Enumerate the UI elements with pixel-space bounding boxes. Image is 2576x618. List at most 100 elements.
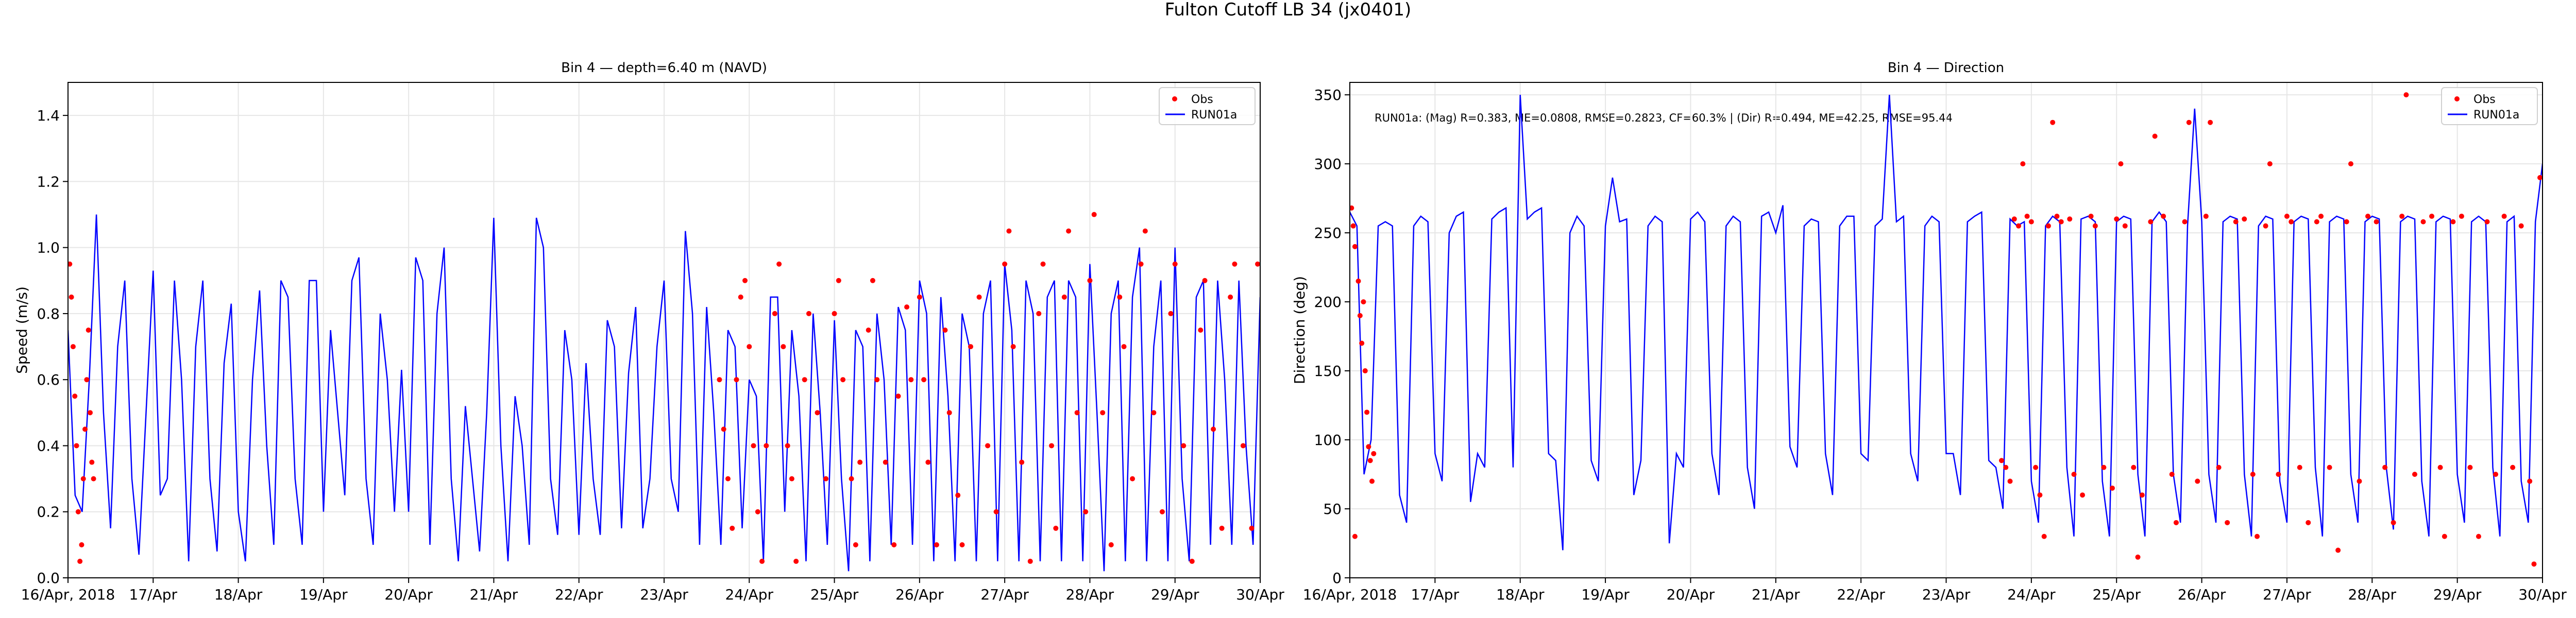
obs-point	[2011, 216, 2017, 222]
x-tick-label: 26/Apr	[895, 586, 944, 603]
obs-point	[1219, 525, 1225, 531]
obs-point	[2186, 119, 2192, 125]
x-tick-label: 29/Apr	[2433, 586, 2482, 603]
obs-point	[2195, 478, 2200, 484]
obs-point	[2242, 216, 2247, 222]
obs-point	[2391, 520, 2396, 525]
legend-obs-marker	[2454, 96, 2460, 101]
obs-point	[2297, 465, 2302, 470]
obs-point	[2203, 213, 2209, 219]
y-tick-label: 200	[1314, 294, 1342, 311]
obs-point	[2033, 465, 2039, 470]
obs-point	[772, 311, 777, 316]
direction-chart: Bin 4 — Direction Direction (deg) RUN01a…	[1291, 60, 2567, 603]
obs-point	[1366, 444, 1371, 450]
obs-point	[1040, 261, 1046, 267]
obs-point	[1091, 212, 1097, 217]
legend-obs-marker	[1172, 96, 1177, 101]
obs-point	[2118, 161, 2124, 167]
x-tick-label: 28/Apr	[2348, 586, 2397, 603]
obs-point	[2399, 213, 2405, 219]
axes-frame	[67, 82, 1261, 578]
obs-point	[2484, 219, 2490, 225]
obs-point	[802, 377, 807, 383]
obs-point	[2467, 465, 2473, 470]
obs-point	[721, 426, 726, 432]
obs-point	[70, 344, 76, 350]
obs-point	[908, 377, 914, 383]
obs-point	[1357, 313, 1363, 318]
obs-point	[68, 261, 73, 267]
obs-point	[917, 294, 922, 300]
obs-point	[1355, 278, 1361, 284]
obs-point	[946, 410, 952, 416]
x-tick-label: 30/Apr	[2518, 586, 2567, 603]
y-tick-label: 1.4	[37, 107, 60, 124]
obs-point	[1117, 294, 1123, 300]
obs-point	[2071, 472, 2077, 477]
x-tick-label: 23/Apr	[640, 586, 688, 603]
obs-point	[1362, 368, 1368, 374]
obs-point	[883, 459, 888, 465]
obs-point	[2169, 472, 2175, 477]
obs-point	[77, 558, 83, 564]
obs-point	[91, 476, 96, 482]
obs-point	[840, 377, 846, 383]
legend: Obs RUN01a	[1159, 87, 1256, 125]
x-tick-label: 28/Apr	[1066, 586, 1114, 603]
x-tick-label: 25/Apr	[810, 586, 859, 603]
obs-point	[82, 426, 88, 432]
figure-title: Fulton Cutoff LB 34 (jx0401)	[1165, 0, 1412, 20]
obs-point	[2024, 213, 2030, 219]
obs-point	[2348, 161, 2353, 167]
obs-point	[1172, 261, 1178, 267]
obs-point	[2088, 213, 2094, 219]
obs-point	[725, 476, 731, 482]
obs-point	[2050, 119, 2056, 125]
obs-point	[2092, 223, 2098, 229]
speed-chart-title: Bin 4 — depth=6.40 m (NAVD)	[561, 60, 767, 76]
x-tick-label: 27/Apr	[2263, 586, 2311, 603]
legend-obs-label: Obs	[2473, 93, 2496, 106]
obs-point	[2109, 485, 2115, 491]
obs-point	[2135, 554, 2141, 560]
obs-point	[1049, 443, 1055, 449]
obs-point	[2420, 219, 2426, 225]
obs-point	[1998, 458, 2004, 464]
obs-point	[2437, 465, 2443, 470]
obs-point	[2067, 216, 2073, 222]
obs-point	[2041, 534, 2047, 539]
obs-point	[2233, 219, 2239, 225]
obs-point	[2250, 472, 2256, 477]
obs-point	[1061, 294, 1067, 300]
obs-point	[2493, 472, 2499, 477]
obs-point	[69, 294, 74, 300]
obs-point	[891, 542, 897, 547]
obs-point	[942, 328, 948, 333]
obs-point	[2255, 534, 2260, 539]
obs-point	[79, 542, 84, 547]
obs-point	[2365, 213, 2371, 219]
obs-point	[2148, 219, 2154, 225]
obs-point	[985, 443, 991, 449]
obs-point	[1350, 223, 1356, 229]
obs-point	[759, 558, 765, 564]
plot-area	[1350, 92, 2543, 567]
obs-point	[2003, 465, 2009, 470]
speed-ylabel: Speed (m/s)	[13, 286, 30, 374]
x-tick-label: 19/Apr	[299, 586, 348, 603]
obs-point	[86, 328, 91, 333]
obs-point	[1002, 261, 1008, 267]
y-tick-label: 1.2	[37, 173, 60, 190]
obs-point	[2314, 219, 2319, 225]
obs-point	[1027, 558, 1033, 564]
obs-point	[1130, 476, 1136, 482]
obs-point	[2531, 561, 2537, 567]
x-tick-label: 21/Apr	[470, 586, 518, 603]
obs-point	[2114, 216, 2120, 222]
obs-point	[1255, 261, 1260, 267]
obs-point	[2263, 223, 2268, 229]
x-tick-label: 25/Apr	[2092, 586, 2141, 603]
obs-point	[730, 525, 735, 531]
x-tick-label: 17/Apr	[1411, 586, 1460, 603]
